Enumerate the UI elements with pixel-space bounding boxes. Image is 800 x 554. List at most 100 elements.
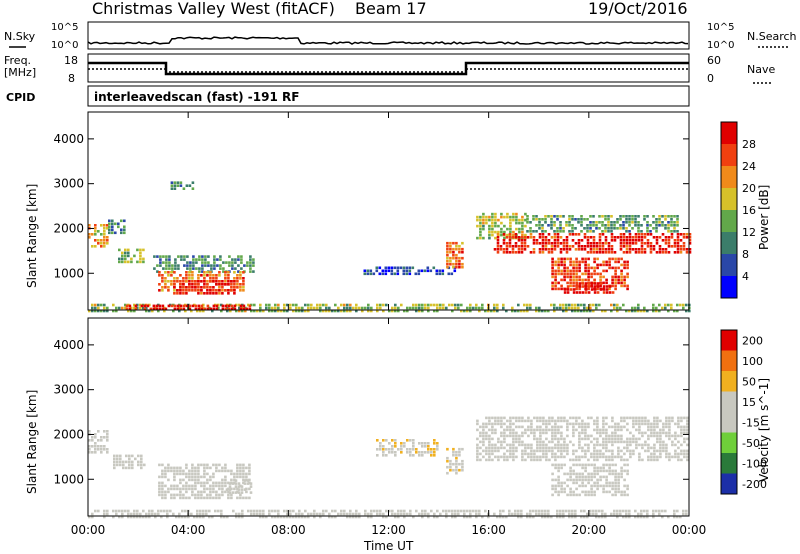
vel-echo-cell [506,425,509,429]
power-echo-cell [508,251,512,254]
power-colorbar-tick-label: 24 [742,160,756,173]
power-echo-cell [256,309,259,313]
vel-echo-cell [533,431,536,435]
vel-echo-cell [524,458,527,462]
power-echo-cell [623,284,626,288]
power-echo-cell [649,233,653,236]
power-echo-cell [620,263,623,267]
vel-echo-cell [605,475,608,479]
power-echo-cell [370,306,373,310]
vel-echo-cell [686,428,689,432]
vel-echo-cell [400,442,403,445]
power-echo-cell [532,242,536,245]
power-echo-cell [151,309,154,313]
vel-echo-cell [157,509,160,513]
vel-echo-cell [194,472,197,476]
power-echo-cell [170,181,174,184]
vel-echo-cell [563,455,566,459]
vel-echo-cell [644,422,647,426]
vel-x-tick-label: 00:00 [672,523,707,537]
power-echo-cell [557,269,560,273]
vel-echo-cell [668,458,671,462]
power-echo-cell [218,274,221,277]
vel-echo-cell [197,472,200,476]
power-echo-cell [229,309,232,313]
vel-echo-cell [542,455,545,459]
vel-echo-cell [584,434,587,438]
vel-echo-cell [673,515,676,519]
vel-echo-cell [611,440,614,444]
vel-echo-cell [421,509,424,513]
power-echo-cell [242,280,245,283]
vel-echo-cell [616,512,619,516]
power-echo-cell [449,256,452,260]
vel-echo-cell [271,509,274,513]
vel-colorbar-segment [721,371,737,392]
vel-echo-cell [400,448,403,451]
vel-echo-cell [103,445,106,448]
vel-echo-cell [605,478,608,482]
vel-echo-cell [599,455,602,459]
power-echo-cell [161,289,164,292]
vel-echo-cell [100,439,103,442]
vel-echo-cell [182,469,185,473]
vel-echo-cell [163,509,166,513]
vel-echo-cell [221,487,224,491]
vel-echo-cell [248,466,251,470]
power-echo-cell [604,248,608,251]
power-echo-cell [203,307,207,311]
power-echo-cell [197,283,200,286]
power-echo-cell [559,215,562,218]
power-echo-cell [572,284,575,288]
vel-echo-cell [593,443,596,447]
power-echo-cell [553,230,556,233]
vel-echo-cell [524,443,527,447]
vel-echo-cell [182,493,185,497]
vel-echo-cell [355,509,358,513]
vel-echo-cell [233,478,236,482]
vel-echo-cell [596,449,599,453]
vel-echo-cell [491,458,494,462]
vel-echo-cell [461,462,464,466]
power-echo-cell [244,306,247,310]
vel-echo-cell [197,475,200,479]
power-echo-cell [556,233,560,236]
vel-echo-cell [563,446,566,450]
vel-echo-cell [650,455,653,459]
power-echo-cell [578,269,581,273]
power-echo-cell [535,242,539,245]
power-echo-cell [643,233,647,236]
power-echo-cell [458,262,461,266]
vel-echo-cell [668,431,671,435]
power-echo-cell [245,307,249,311]
power-echo-cell [515,215,518,219]
vel-echo-cell [587,443,590,447]
vel-echo-cell [161,463,164,467]
vel-echo-cell [632,422,635,426]
power-echo-cell [125,304,129,308]
power-echo-cell [559,227,562,230]
vel-echo-cell [596,437,599,441]
vel-echo-cell [554,478,557,482]
power-echo-cell [153,267,156,270]
power-echo-cell [574,303,577,307]
power-echo-cell [583,306,586,310]
power-echo-cell [589,242,593,245]
vel-echo-cell [616,515,619,519]
power-echo-cell [210,264,213,267]
power-echo-cell [469,303,472,307]
vel-echo-cell [587,434,590,438]
vel-echo-cell [611,449,614,453]
vel-echo-cell [551,452,554,456]
power-echo-cell [569,272,572,276]
power-echo-cell [168,255,171,258]
vel-echo-cell [439,512,442,516]
vel-echo-cell [194,466,197,470]
vel-echo-cell [424,445,427,448]
vel-echo-cell [476,446,479,450]
vel-echo-cell [194,475,197,479]
vel-echo-cell [605,481,608,485]
vel-echo-cell [668,437,671,441]
vel-echo-cell [527,428,530,432]
vel-echo-cell [509,431,512,435]
